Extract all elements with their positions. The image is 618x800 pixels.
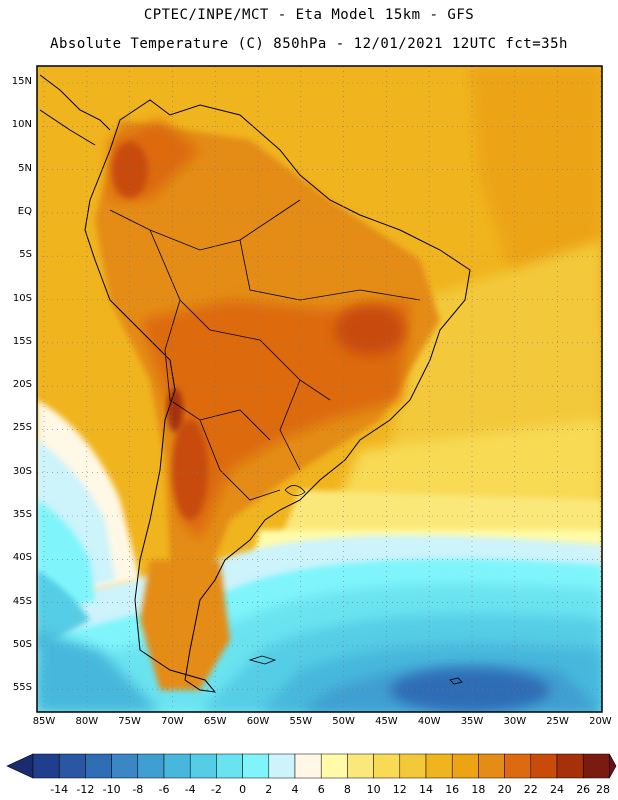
colorbar-label: 24 <box>550 783 564 796</box>
islands <box>248 485 463 685</box>
colorbar-label: 2 <box>265 783 273 796</box>
colorbar-segment <box>373 753 401 779</box>
colorbar-segment <box>320 753 348 779</box>
colorbar-label: -12 <box>76 783 95 796</box>
lat-label: 10S <box>12 292 32 304</box>
coastline <box>39 74 471 693</box>
colorbar <box>6 753 617 779</box>
country-borders <box>109 199 421 501</box>
lat-label: 5N <box>18 162 32 174</box>
lon-label: 60W <box>246 716 270 727</box>
lat-label: 15S <box>12 335 32 347</box>
colorbar-segment <box>137 753 165 779</box>
field-land-24b <box>167 388 183 432</box>
colorbar-segment <box>399 753 427 779</box>
lon-label: 85W <box>32 716 56 727</box>
colorbar-segment <box>582 753 610 779</box>
colorbar-label: 6 <box>317 783 325 796</box>
colorbar-segment <box>32 753 60 779</box>
colorbar-segment <box>58 753 86 779</box>
colorbar-segment <box>504 753 532 779</box>
lat-label: EQ <box>17 205 32 217</box>
colorbar-segment <box>85 753 112 779</box>
colorbar-label: 8 <box>343 783 351 796</box>
colorbar-segment <box>478 753 505 779</box>
colorbar-label: 16 <box>445 783 460 796</box>
colorbar-label: 10 <box>366 783 381 796</box>
map-frame <box>36 65 603 713</box>
colorbar-label: -6 <box>158 783 170 796</box>
lat-label: 20S <box>12 379 32 391</box>
colorbar-label: 4 <box>291 783 299 796</box>
lat-label: 30S <box>12 465 32 477</box>
colorbar-segment <box>163 753 191 779</box>
colorbar-segment <box>530 753 558 779</box>
lat-label: 5S <box>19 249 32 261</box>
lon-label: 45W <box>375 716 398 727</box>
lon-label: 20W <box>589 716 612 727</box>
lat-label: 50S <box>12 638 32 650</box>
field-pacific-0 <box>37 570 90 650</box>
colorbar-label: 0 <box>239 783 247 796</box>
colorbar-label: 12 <box>392 783 407 796</box>
lon-label: 65W <box>203 716 227 727</box>
colorbar-segment <box>111 753 139 779</box>
colorbar-label: 28 <box>596 783 610 796</box>
lon-label: 80W <box>75 716 99 727</box>
field-land-24d <box>112 142 148 198</box>
gridlines <box>37 66 602 712</box>
colorbar-label: -14 <box>50 783 69 796</box>
colorbar-segment <box>451 753 479 779</box>
colorbar-label: 20 <box>497 783 512 796</box>
lon-label: 25W <box>546 716 569 727</box>
lon-label: 50W <box>332 716 355 727</box>
colorbar-label: -4 <box>184 783 196 796</box>
colorbar-under-arrow <box>6 753 34 779</box>
colorbar-label: 22 <box>523 783 538 796</box>
colorbar-over-arrow <box>609 753 617 779</box>
lon-label: 40W <box>417 716 441 727</box>
field-patagonia <box>140 560 230 690</box>
lon-label: 70W <box>161 716 184 727</box>
title-line-1: CPTEC/INPE/MCT - Eta Model 15km - GFS <box>143 7 475 23</box>
colorbar-segment <box>242 753 270 779</box>
colorbar-label: -10 <box>102 783 121 796</box>
lat-label: 15N <box>11 76 32 87</box>
colorbar-segment <box>189 753 217 779</box>
colorbar-label: -8 <box>132 783 144 796</box>
lat-label: 45S <box>12 595 32 607</box>
field-land-24a <box>172 420 208 520</box>
field-south-m6 <box>390 668 550 712</box>
lon-label: 55W <box>289 716 313 727</box>
colorbar-segment <box>294 753 322 779</box>
colorbar-label: 14 <box>419 783 433 796</box>
lat-label: 40S <box>12 552 32 564</box>
lon-label: 30W <box>503 716 527 727</box>
lon-label: 75W <box>118 716 141 727</box>
colorbar-label: -2 <box>210 783 222 796</box>
lat-label: 55S <box>12 682 32 694</box>
field-land-24c <box>335 305 405 355</box>
lat-label: 10N <box>11 119 32 131</box>
lat-label: 25S <box>12 422 32 434</box>
lon-label: 35W <box>460 716 484 727</box>
title-line-2: Absolute Temperature (C) 850hPa - 12/01/… <box>50 36 568 52</box>
lat-label: 35S <box>12 509 32 520</box>
colorbar-label: 26 <box>576 783 591 796</box>
colorbar-segment <box>268 753 296 779</box>
field-pacific-m2 <box>37 630 160 712</box>
colorbar-segment <box>556 753 584 779</box>
colorbar-label: 18 <box>471 783 486 796</box>
colorbar-segment <box>425 753 453 779</box>
colorbar-segment <box>216 753 243 779</box>
colorbar-segment <box>347 753 374 779</box>
